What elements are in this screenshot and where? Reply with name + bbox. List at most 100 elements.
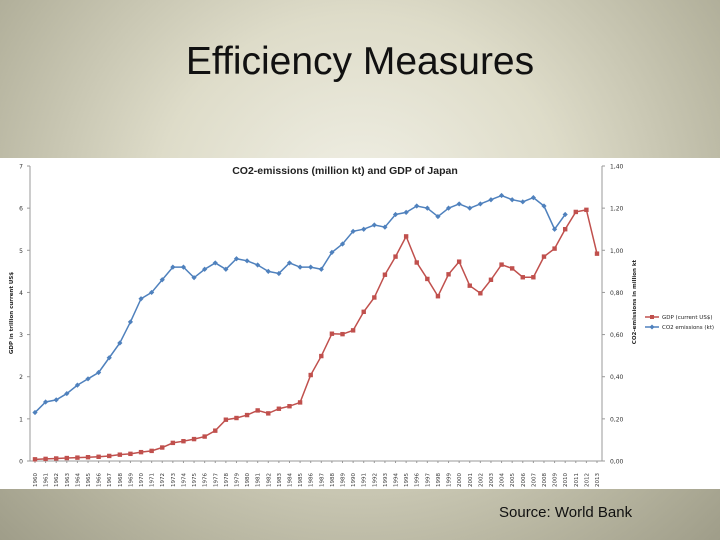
data-point-gdp xyxy=(594,251,600,256)
data-point-gdp xyxy=(329,331,335,336)
data-point-co2 xyxy=(382,224,388,230)
x-tick-label: 1964 xyxy=(75,473,81,487)
x-tick-label: 1988 xyxy=(330,473,336,487)
data-point-co2 xyxy=(308,264,314,270)
x-tick-label: 1984 xyxy=(287,473,293,487)
x-tick-label: 1996 xyxy=(415,473,421,487)
x-tick-label: 2002 xyxy=(478,473,484,487)
x-tick-label: 1989 xyxy=(341,473,347,487)
y-axis-label-right: CO2-emissions in million kt xyxy=(632,259,638,344)
x-tick-label: 1970 xyxy=(139,473,145,487)
x-tick-label: 2001 xyxy=(468,473,474,487)
data-point-gdp xyxy=(244,412,250,418)
data-point-gdp xyxy=(435,294,441,299)
y-tick-label-right: 0,00 xyxy=(610,459,624,466)
co2-gdp-chart: 0 1 2 3 4 5 6 7 0,00 0,20 0,40 0,60 0,80 1,00 1,20 1,40… xyxy=(9,164,714,488)
data-point-gdp xyxy=(308,372,313,378)
data-point-gdp xyxy=(499,262,504,267)
data-point-co2 xyxy=(445,205,452,211)
data-point-co2 xyxy=(488,197,494,203)
data-point-co2 xyxy=(286,260,293,266)
y-tick-label-right: 0,20 xyxy=(610,416,624,423)
data-point-co2 xyxy=(509,197,515,203)
data-point-co2 xyxy=(456,201,462,207)
data-point-co2 xyxy=(127,319,134,325)
x-tick-label: 1976 xyxy=(203,473,209,487)
data-point-gdp xyxy=(478,291,483,296)
data-point-gdp xyxy=(255,408,260,413)
x-tick-label: 1978 xyxy=(224,473,230,487)
data-point-gdp xyxy=(562,227,568,232)
x-tick-label: 1969 xyxy=(128,473,134,487)
data-point-gdp xyxy=(382,272,388,277)
data-point-co2 xyxy=(106,355,112,361)
data-point-gdp xyxy=(160,445,165,450)
data-point-gdp xyxy=(340,331,345,337)
data-point-co2 xyxy=(117,340,123,346)
data-point-gdp xyxy=(128,451,133,457)
x-tick-label: 1968 xyxy=(118,473,124,487)
y-tick-label-left: 6 xyxy=(19,206,23,213)
x-tick-label: 1974 xyxy=(181,473,187,487)
data-point-co2 xyxy=(541,203,547,209)
data-point-gdp xyxy=(456,259,462,264)
data-point-co2 xyxy=(361,226,367,232)
data-point-gdp xyxy=(467,283,472,288)
x-tick-label: 2008 xyxy=(542,473,548,487)
data-point-gdp xyxy=(170,440,176,446)
data-point-gdp xyxy=(319,353,324,359)
data-point-gdp xyxy=(213,428,218,433)
data-point-gdp xyxy=(425,276,430,282)
data-point-gdp xyxy=(584,207,589,213)
data-point-gdp xyxy=(85,455,91,460)
data-point-gdp xyxy=(446,272,451,277)
y-tick-label-right: 1,40 xyxy=(610,164,624,171)
data-point-gdp xyxy=(43,456,48,462)
x-tick-label: 1994 xyxy=(394,473,400,487)
data-point-gdp xyxy=(75,455,80,460)
x-tick-label: 1990 xyxy=(351,473,357,487)
data-point-gdp xyxy=(149,448,154,454)
data-point-co2 xyxy=(520,199,526,205)
x-tick-label: 2005 xyxy=(510,473,516,487)
data-point-co2 xyxy=(530,195,536,201)
x-tick-label: 1972 xyxy=(160,473,166,487)
y-tick-label-right: 0,80 xyxy=(610,290,624,297)
data-point-gdp xyxy=(223,417,229,422)
data-point-gdp xyxy=(361,309,366,315)
data-point-co2 xyxy=(138,296,144,302)
data-point-co2 xyxy=(435,213,441,220)
data-point-gdp xyxy=(107,453,112,459)
x-tick-label: 1979 xyxy=(234,473,240,487)
x-tick-label: 1992 xyxy=(372,473,378,487)
data-point-co2 xyxy=(32,409,38,416)
data-point-gdp xyxy=(541,254,547,259)
data-point-co2 xyxy=(371,222,377,228)
data-point-gdp xyxy=(234,415,239,421)
data-point-co2 xyxy=(562,211,568,218)
data-point-gdp xyxy=(117,452,123,457)
data-point-gdp xyxy=(276,406,282,411)
y-tick-label-left: 5 xyxy=(19,248,23,255)
data-point-gdp xyxy=(488,277,494,282)
legend-marker xyxy=(650,315,654,319)
chart-title: CO2-emissions (million kt) and GDP of Ja… xyxy=(232,165,458,177)
x-tick-label: 1960 xyxy=(33,473,39,487)
x-tick-label: 2003 xyxy=(489,473,495,487)
data-point-gdp xyxy=(64,455,70,461)
data-point-gdp xyxy=(96,454,101,459)
x-tick-label: 1983 xyxy=(277,473,283,487)
data-point-gdp xyxy=(202,434,207,439)
y-tick-label-left: 0 xyxy=(19,459,23,466)
y-tick-label-left: 3 xyxy=(19,332,23,339)
x-tick-label: 1975 xyxy=(192,473,198,487)
x-tick-label: 1995 xyxy=(404,473,410,487)
x-tick-label: 2011 xyxy=(574,473,580,487)
y-tick-label-right: 0,60 xyxy=(610,332,624,339)
x-tick-label: 2012 xyxy=(584,473,590,487)
data-point-co2 xyxy=(467,205,473,211)
data-point-co2 xyxy=(551,226,558,232)
x-tick-label: 2013 xyxy=(595,473,601,487)
x-tick-label: 1981 xyxy=(256,473,262,487)
data-point-gdp xyxy=(297,400,303,405)
